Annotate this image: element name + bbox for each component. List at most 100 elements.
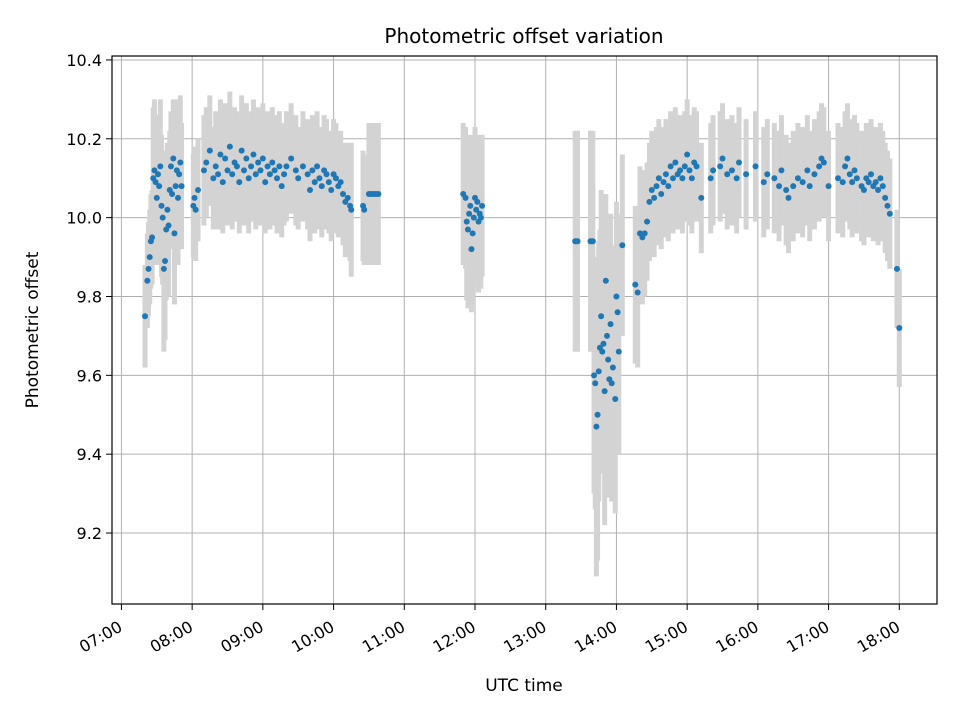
- y-tick-label: 9.2: [77, 524, 102, 543]
- data-point: [811, 171, 818, 178]
- data-point: [688, 175, 695, 182]
- data-point: [152, 179, 159, 186]
- data-point: [613, 293, 620, 300]
- data-point: [820, 159, 827, 166]
- data-point: [778, 167, 785, 174]
- chart-title: Photometric offset variation: [384, 24, 663, 48]
- data-point: [816, 163, 823, 170]
- data-point: [473, 206, 480, 213]
- data-point: [609, 364, 616, 371]
- data-point: [288, 155, 295, 162]
- data-point: [743, 171, 750, 178]
- data-point: [243, 155, 250, 162]
- data-point: [589, 238, 596, 245]
- data-point: [604, 332, 610, 339]
- data-point: [337, 179, 344, 186]
- data-point: [219, 179, 226, 186]
- data-point: [614, 309, 621, 316]
- data-point: [660, 179, 667, 186]
- data-point: [846, 171, 853, 178]
- data-point: [853, 175, 860, 182]
- data-point: [175, 194, 181, 201]
- data-point: [469, 230, 476, 237]
- data-point: [318, 183, 325, 190]
- data-point: [292, 167, 299, 174]
- data-point: [641, 230, 648, 237]
- y-tick-label: 10.0: [66, 209, 102, 228]
- data-point: [245, 175, 252, 182]
- data-point: [226, 143, 233, 150]
- x-tick-label: 16:00: [712, 617, 761, 657]
- data-point: [215, 171, 222, 178]
- data-point: [877, 175, 884, 182]
- data-point: [283, 163, 290, 170]
- data-point: [241, 167, 247, 174]
- data-point: [248, 163, 255, 170]
- y-tick-label: 9.8: [77, 287, 102, 306]
- data-point: [278, 183, 285, 190]
- data-point: [470, 214, 477, 221]
- data-point: [271, 167, 278, 174]
- x-axis-ticks: 07:00 08:00 09:00 10:00 11:00 12:00 13:00 14:00…: [76, 604, 903, 657]
- data-point: [693, 163, 700, 170]
- data-point: [835, 175, 841, 182]
- data-point: [875, 187, 882, 194]
- data-point: [154, 171, 161, 178]
- data-point: [299, 163, 306, 170]
- data-point: [252, 171, 259, 178]
- data-point: [177, 159, 184, 166]
- data-point: [574, 238, 581, 245]
- data-point: [665, 183, 672, 190]
- data-point: [162, 258, 169, 265]
- data-point: [250, 151, 257, 158]
- data-point: [328, 187, 335, 194]
- data-point: [648, 187, 655, 194]
- data-point: [206, 147, 213, 154]
- data-point: [851, 167, 858, 174]
- data-point: [269, 159, 276, 166]
- data-point: [799, 179, 806, 186]
- data-point: [672, 159, 679, 166]
- data-point: [598, 313, 605, 320]
- data-point: [632, 281, 639, 288]
- y-tick-label: 10.4: [66, 51, 102, 70]
- data-point: [717, 163, 724, 170]
- data-point: [170, 155, 177, 162]
- data-point: [844, 155, 851, 162]
- data-point: [684, 151, 691, 158]
- data-point: [658, 190, 665, 197]
- data-point: [644, 218, 651, 225]
- data-point: [728, 167, 735, 174]
- data-point: [274, 175, 280, 182]
- x-tick-label: 11:00: [359, 617, 408, 657]
- data-point: [462, 194, 469, 201]
- data-point: [865, 179, 872, 186]
- data-point: [882, 194, 889, 201]
- x-tick-label: 08:00: [147, 617, 196, 657]
- data-point: [886, 210, 893, 217]
- data-point: [295, 175, 302, 182]
- data-point: [771, 175, 778, 182]
- data-point: [790, 183, 797, 190]
- data-point: [591, 372, 598, 379]
- data-point: [222, 155, 229, 162]
- data-point: [217, 151, 224, 158]
- data-point: [776, 183, 783, 190]
- data-point: [893, 265, 900, 272]
- data-point: [634, 289, 641, 296]
- data-point: [468, 246, 475, 253]
- x-tick-label: 09:00: [217, 617, 266, 657]
- data-point: [325, 179, 332, 186]
- data-point: [158, 202, 165, 209]
- data-point: [619, 242, 626, 249]
- data-point: [594, 411, 601, 418]
- plot-frame: [111, 55, 938, 605]
- data-point: [167, 163, 174, 170]
- data-point: [255, 159, 262, 166]
- data-point: [608, 380, 615, 387]
- data-point: [474, 198, 481, 205]
- data-point: [825, 183, 832, 190]
- data-point: [156, 183, 163, 190]
- data-point: [210, 175, 217, 182]
